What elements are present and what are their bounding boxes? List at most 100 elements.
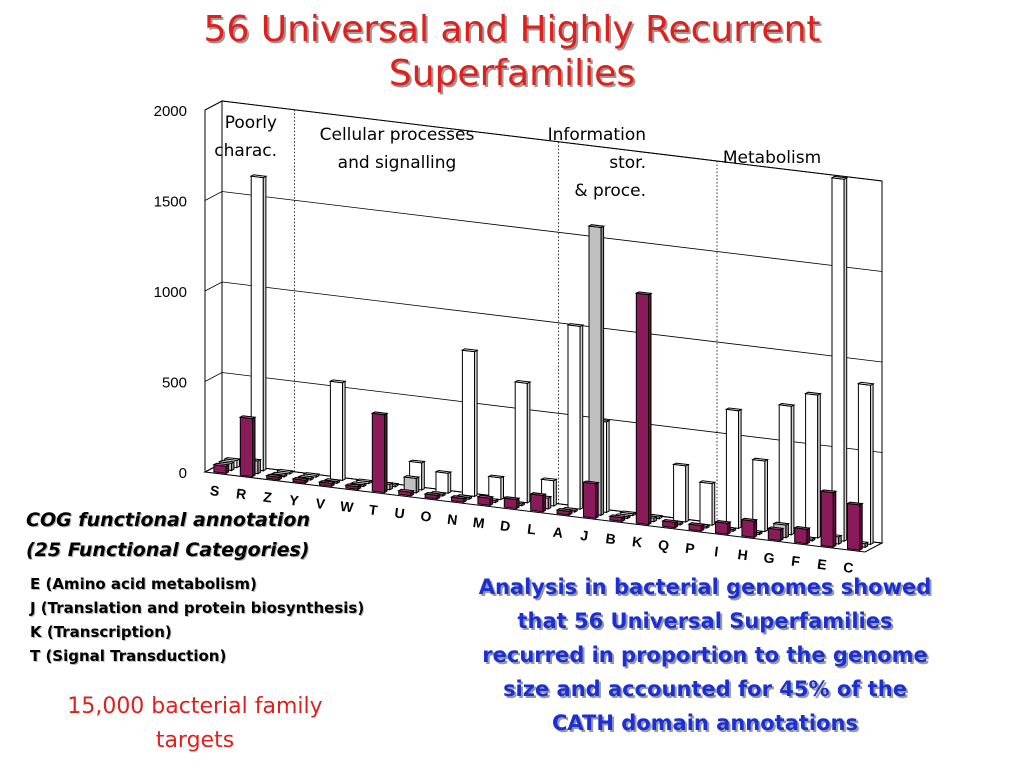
bar-G-s3 [777, 402, 796, 536]
bar-top [661, 518, 679, 523]
category-label: E [816, 556, 827, 573]
category-label: W [339, 498, 355, 516]
bar-side [474, 349, 478, 498]
bar-side [252, 416, 256, 478]
bar-top [344, 483, 363, 488]
bar-side [648, 292, 652, 526]
bar-side [384, 412, 388, 494]
bar-V-s3 [328, 379, 347, 482]
bar-face [820, 490, 834, 548]
bar-face [461, 349, 475, 497]
annotation-item: K (Transcription) [30, 623, 172, 641]
bar-face [715, 521, 729, 535]
bar-N-s3 [460, 348, 479, 498]
analysis-line: Analysis in bacterial genomes showed [478, 575, 932, 599]
bar-top [302, 472, 321, 476]
y-tick-label: 1000 [154, 284, 187, 301]
bar-top [328, 379, 347, 384]
bar-top [772, 521, 791, 526]
bar-top [275, 468, 295, 473]
bar-top [619, 510, 638, 515]
bar-U-s1 [397, 488, 415, 497]
annotation-list: E (Amino acid metabolism) J (Translation… [30, 572, 364, 668]
bar-top [212, 462, 231, 467]
bar-top [830, 175, 849, 180]
bar-N-s1 [449, 495, 468, 504]
bar-side [606, 419, 610, 514]
bar-top [460, 348, 479, 353]
bar-J-s1 [581, 480, 600, 520]
bar-face [741, 519, 755, 538]
bar-top [223, 457, 242, 461]
bar-M-s3 [487, 474, 506, 501]
bar-face [767, 527, 781, 542]
bar-face [635, 292, 649, 526]
bar-side [817, 392, 821, 539]
bar-top [502, 496, 521, 501]
category-label: L [526, 521, 537, 538]
analysis-line: that 56 Universal Superfamilies [517, 609, 893, 633]
bar-face [514, 381, 528, 504]
bar-side [579, 324, 584, 511]
analysis-line: CATH domain annotations [551, 711, 859, 735]
bar-A-s3 [566, 323, 585, 511]
category-label: Y [288, 492, 300, 509]
targets-line2: targets [155, 728, 235, 753]
bar-B-s1 [608, 514, 627, 523]
bar-top [513, 379, 532, 384]
bar-face [805, 393, 819, 539]
bar-top [349, 481, 368, 486]
bar-top [264, 473, 283, 478]
bar-side [843, 177, 848, 543]
bar-top [555, 507, 574, 512]
bar-face [673, 463, 687, 523]
category-label: P [684, 540, 695, 557]
bar-side [421, 460, 425, 491]
category-label: O [420, 508, 433, 525]
annotation-item: T (Signal Transduction) [30, 647, 227, 665]
bar-R-s1 [238, 415, 257, 478]
bar-J-s2 [587, 224, 606, 517]
bar-face [588, 225, 602, 516]
category-label: S [209, 482, 220, 499]
bar-O-s3 [434, 469, 453, 495]
bar-top [407, 459, 426, 464]
category-label: R [235, 485, 247, 502]
bar-face [699, 481, 713, 526]
chart-bars [212, 174, 875, 552]
bar-top [608, 514, 627, 519]
bar-top [402, 475, 421, 479]
y-tick-label: 0 [179, 465, 187, 482]
bar-top [317, 480, 336, 485]
section-label-line: & proce. [574, 181, 646, 201]
bar-Q-s3 [671, 462, 691, 523]
bar-K-s1 [634, 291, 653, 526]
bar-top [217, 459, 236, 464]
bar-L-s1 [528, 492, 548, 513]
analysis-line: size and accounted for 45% of the [503, 677, 907, 701]
bar-Q-s1 [661, 518, 679, 529]
bar-side [500, 475, 504, 501]
category-label: F [790, 553, 801, 570]
category-label: M [472, 514, 486, 531]
y-tick-label: 2000 [154, 103, 187, 120]
bar-P-s3 [698, 480, 717, 527]
bar-face [435, 471, 449, 494]
bar-Z-s1 [264, 473, 283, 481]
bar-side [738, 408, 742, 530]
annotation-item: J (Translation and protein biosynthesis) [30, 599, 365, 617]
bar-face [530, 493, 544, 513]
bar-side [526, 381, 531, 504]
targets-line1: 15,000 bacterial family [67, 694, 323, 719]
bar-top [751, 457, 770, 462]
bar-top [634, 291, 653, 296]
analysis-line: recurred in proportion to the genome [482, 643, 928, 667]
cog-annotation-heading: COG functional annotation (25 Functional… [26, 505, 310, 565]
section-label-line: Poorly [225, 113, 277, 133]
bar-side [257, 458, 261, 475]
bar-side [542, 493, 546, 513]
annotation-item: E (Amino acid metabolism) [30, 575, 257, 593]
bar-side [553, 478, 557, 507]
